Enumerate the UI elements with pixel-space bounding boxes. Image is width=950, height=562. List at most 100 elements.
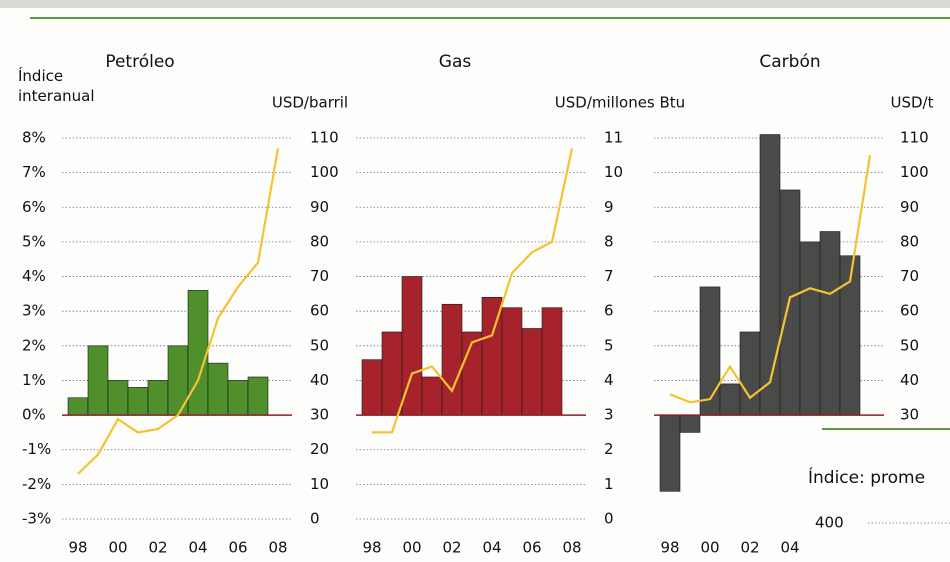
y2-tick-label: 10: [604, 163, 623, 181]
y-tick-label: 4%: [22, 267, 46, 285]
bar: [679, 414, 701, 433]
y2-tick-label: 40: [310, 371, 329, 389]
x-tick-label: 02: [442, 539, 461, 557]
y-tick-label: -3%: [22, 510, 51, 528]
x-tick-label: 06: [228, 539, 247, 557]
y2-tick-label: 100: [900, 163, 929, 181]
y2-tick-label: 90: [900, 198, 919, 216]
y2-tick-label: 6: [604, 302, 614, 320]
bar: [699, 286, 721, 416]
x-tick-label: 06: [522, 539, 541, 557]
y2-tick-label: 110: [900, 129, 929, 147]
y2-tick-label: 0: [310, 510, 320, 528]
y2-tick-label: 30: [900, 406, 919, 424]
bar: [421, 376, 443, 416]
y2-tick-label: 80: [310, 232, 329, 250]
y-tick-label: 6%: [22, 198, 46, 216]
bar: [819, 231, 841, 416]
bar: [361, 359, 383, 416]
y2-tick-label: 70: [310, 267, 329, 285]
x-tick-label: 02: [148, 539, 167, 557]
y2-tick-label: 2: [604, 440, 614, 458]
x-tick-label: 08: [268, 539, 287, 557]
y2-tick-label: 50: [900, 336, 919, 354]
x-tick-label: 00: [700, 539, 719, 557]
y2-tick-label: 3: [604, 406, 614, 424]
y-tick-label: 5%: [22, 232, 46, 250]
bar: [147, 380, 169, 416]
bar: [501, 307, 523, 416]
bar: [107, 380, 129, 416]
y2-tick-label: 4: [604, 371, 614, 389]
chart-title: Carbón: [759, 52, 820, 72]
y2-axis-label: USD/t: [891, 94, 934, 112]
x-tick-label: 98: [660, 539, 679, 557]
y2-tick-label: 8: [604, 232, 614, 250]
y2-tick-label: 110: [310, 129, 339, 147]
x-tick-label: 00: [108, 539, 127, 557]
y-axis-label: Índice interanual: [18, 67, 95, 105]
y2-tick-label: 80: [900, 232, 919, 250]
y2-tick-label: 70: [900, 267, 919, 285]
y2-tick-label: 100: [310, 163, 339, 181]
bar: [127, 387, 149, 416]
inset-tick-label: 400: [815, 514, 844, 532]
bar: [541, 307, 563, 416]
y2-axis-label: USD/millones Btu: [555, 94, 685, 112]
x-tick-label: 98: [362, 539, 381, 557]
bar: [779, 189, 801, 416]
bar: [719, 383, 741, 416]
x-tick-label: 04: [188, 539, 207, 557]
y2-tick-label: 60: [310, 302, 329, 320]
y-tick-label: -2%: [22, 475, 51, 493]
y2-tick-label: 20: [310, 440, 329, 458]
bar: [227, 380, 249, 416]
bar: [67, 397, 89, 416]
y-tick-label: -1%: [22, 440, 51, 458]
y2-tick-label: 9: [604, 198, 614, 216]
line: [372, 148, 574, 434]
x-tick-label: 04: [482, 539, 501, 557]
bar: [381, 331, 403, 416]
bar: [521, 328, 543, 416]
bar: [799, 241, 821, 416]
x-tick-label: 98: [68, 539, 87, 557]
bar: [659, 414, 681, 492]
top-band: [0, 0, 950, 8]
bar: [87, 345, 109, 416]
line: [77, 148, 280, 475]
y2-tick-label: 40: [900, 371, 919, 389]
y2-tick-label: 50: [310, 336, 329, 354]
y2-tick-label: 0: [604, 510, 614, 528]
chart-title: Petróleo: [105, 52, 174, 72]
y2-tick-label: 5: [604, 336, 614, 354]
inset-panel: [800, 425, 950, 562]
y-tick-label: 1%: [22, 371, 46, 389]
y2-tick-label: 60: [900, 302, 919, 320]
bar: [739, 331, 761, 416]
bar: [187, 290, 209, 416]
chart-title: Gas: [439, 52, 472, 72]
y2-tick-label: 11: [604, 129, 623, 147]
y2-tick-label: 10: [310, 475, 329, 493]
bar: [247, 376, 269, 416]
x-tick-label: 00: [402, 539, 421, 557]
y-tick-label: 3%: [22, 302, 46, 320]
y2-axis-label: USD/barril: [272, 94, 348, 112]
x-tick-label: 08: [562, 539, 581, 557]
y-tick-label: 7%: [22, 163, 46, 181]
y-tick-label: 8%: [22, 129, 46, 147]
inset-title: Índice: prome: [808, 466, 925, 488]
bar: [441, 303, 463, 416]
line: [669, 155, 872, 404]
y2-tick-label: 7: [604, 267, 614, 285]
bar: [759, 134, 781, 416]
y2-tick-label: 30: [310, 406, 329, 424]
x-tick-label: 04: [780, 539, 799, 557]
y-tick-label: 2%: [22, 336, 46, 354]
y-tick-label: 0%: [22, 406, 46, 424]
x-tick-label: 02: [740, 539, 759, 557]
y2-tick-label: 1: [604, 475, 614, 493]
